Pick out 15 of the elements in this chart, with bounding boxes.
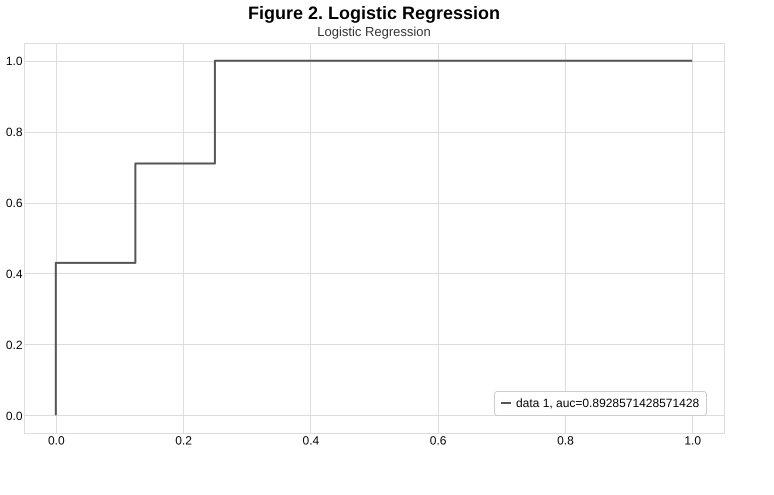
chart-title: Figure 2. Logistic Regression <box>248 3 500 23</box>
y-tick-label: 0.6 <box>6 196 23 210</box>
x-tick-label: 1.0 <box>684 434 702 448</box>
x-tick-label: 0.0 <box>48 434 65 448</box>
y-tick-label: 0.2 <box>6 338 23 352</box>
legend-label: data 1, auc=0.8928571428571428 <box>516 396 700 410</box>
x-tick-label: 0.6 <box>430 434 447 448</box>
y-tick-label: 0.0 <box>6 408 23 423</box>
x-tick-label: 0.4 <box>302 434 320 448</box>
y-tick-label: 1.0 <box>6 54 23 68</box>
y-tick-label: 0.4 <box>6 266 23 281</box>
x-tick-label: 0.2 <box>175 434 192 448</box>
y-tick-label: 0.8 <box>6 125 23 140</box>
chart-subtitle: Logistic Regression <box>317 24 431 39</box>
x-tick-label: 0.8 <box>557 434 574 448</box>
